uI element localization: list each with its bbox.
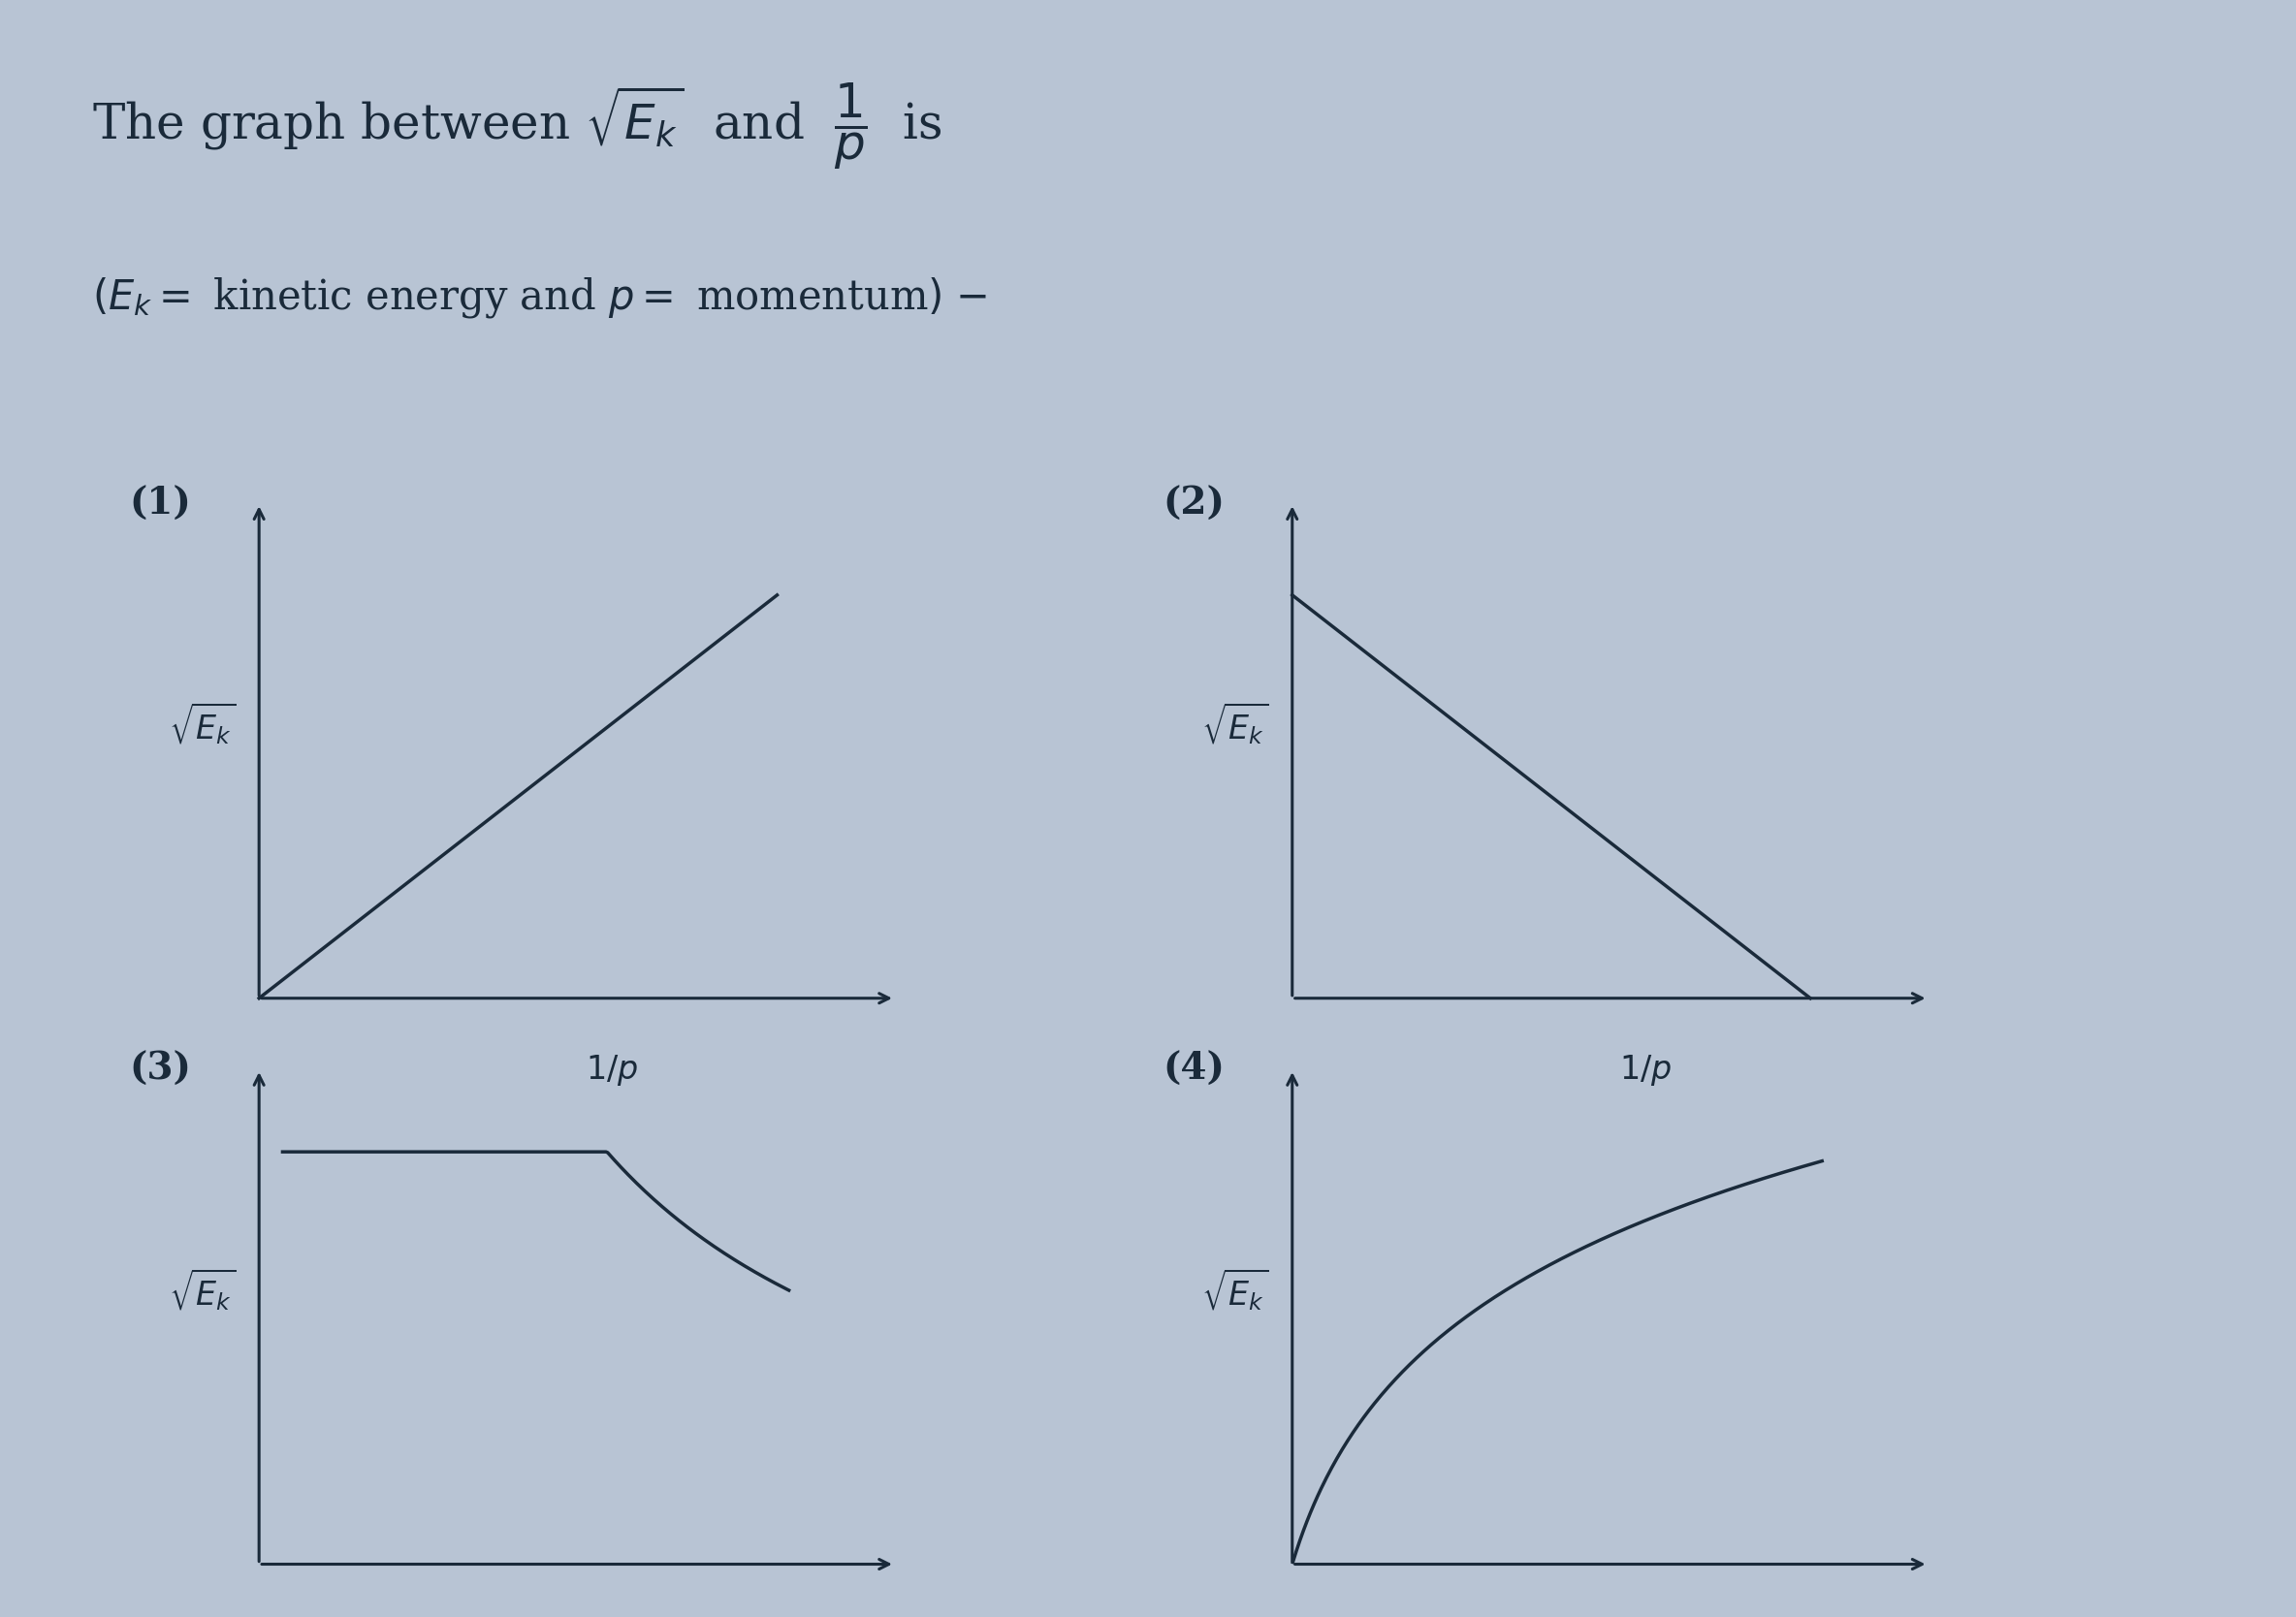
Text: $1/p$: $1/p$ [585, 1053, 638, 1088]
Text: (4): (4) [1162, 1051, 1224, 1088]
Text: $\sqrt{E_k}$: $\sqrt{E_k}$ [1201, 700, 1270, 747]
Text: The graph between $\sqrt{E_k}$  and  $\dfrac{1}{p}$  is: The graph between $\sqrt{E_k}$ and $\dfr… [92, 81, 941, 171]
Text: $\sqrt{E_k}$: $\sqrt{E_k}$ [168, 700, 236, 747]
Text: $(E_k =$ kinetic energy and $p =$ momentum$)$ $-$: $(E_k =$ kinetic energy and $p =$ moment… [92, 275, 987, 320]
Text: $1/p$: $1/p$ [1619, 1053, 1671, 1088]
Text: $\sqrt{E_k}$: $\sqrt{E_k}$ [168, 1266, 236, 1313]
Text: $\sqrt{E_k}$: $\sqrt{E_k}$ [1201, 1266, 1270, 1313]
Text: (1): (1) [129, 485, 191, 522]
Text: (3): (3) [129, 1051, 191, 1088]
Text: (2): (2) [1162, 485, 1224, 522]
